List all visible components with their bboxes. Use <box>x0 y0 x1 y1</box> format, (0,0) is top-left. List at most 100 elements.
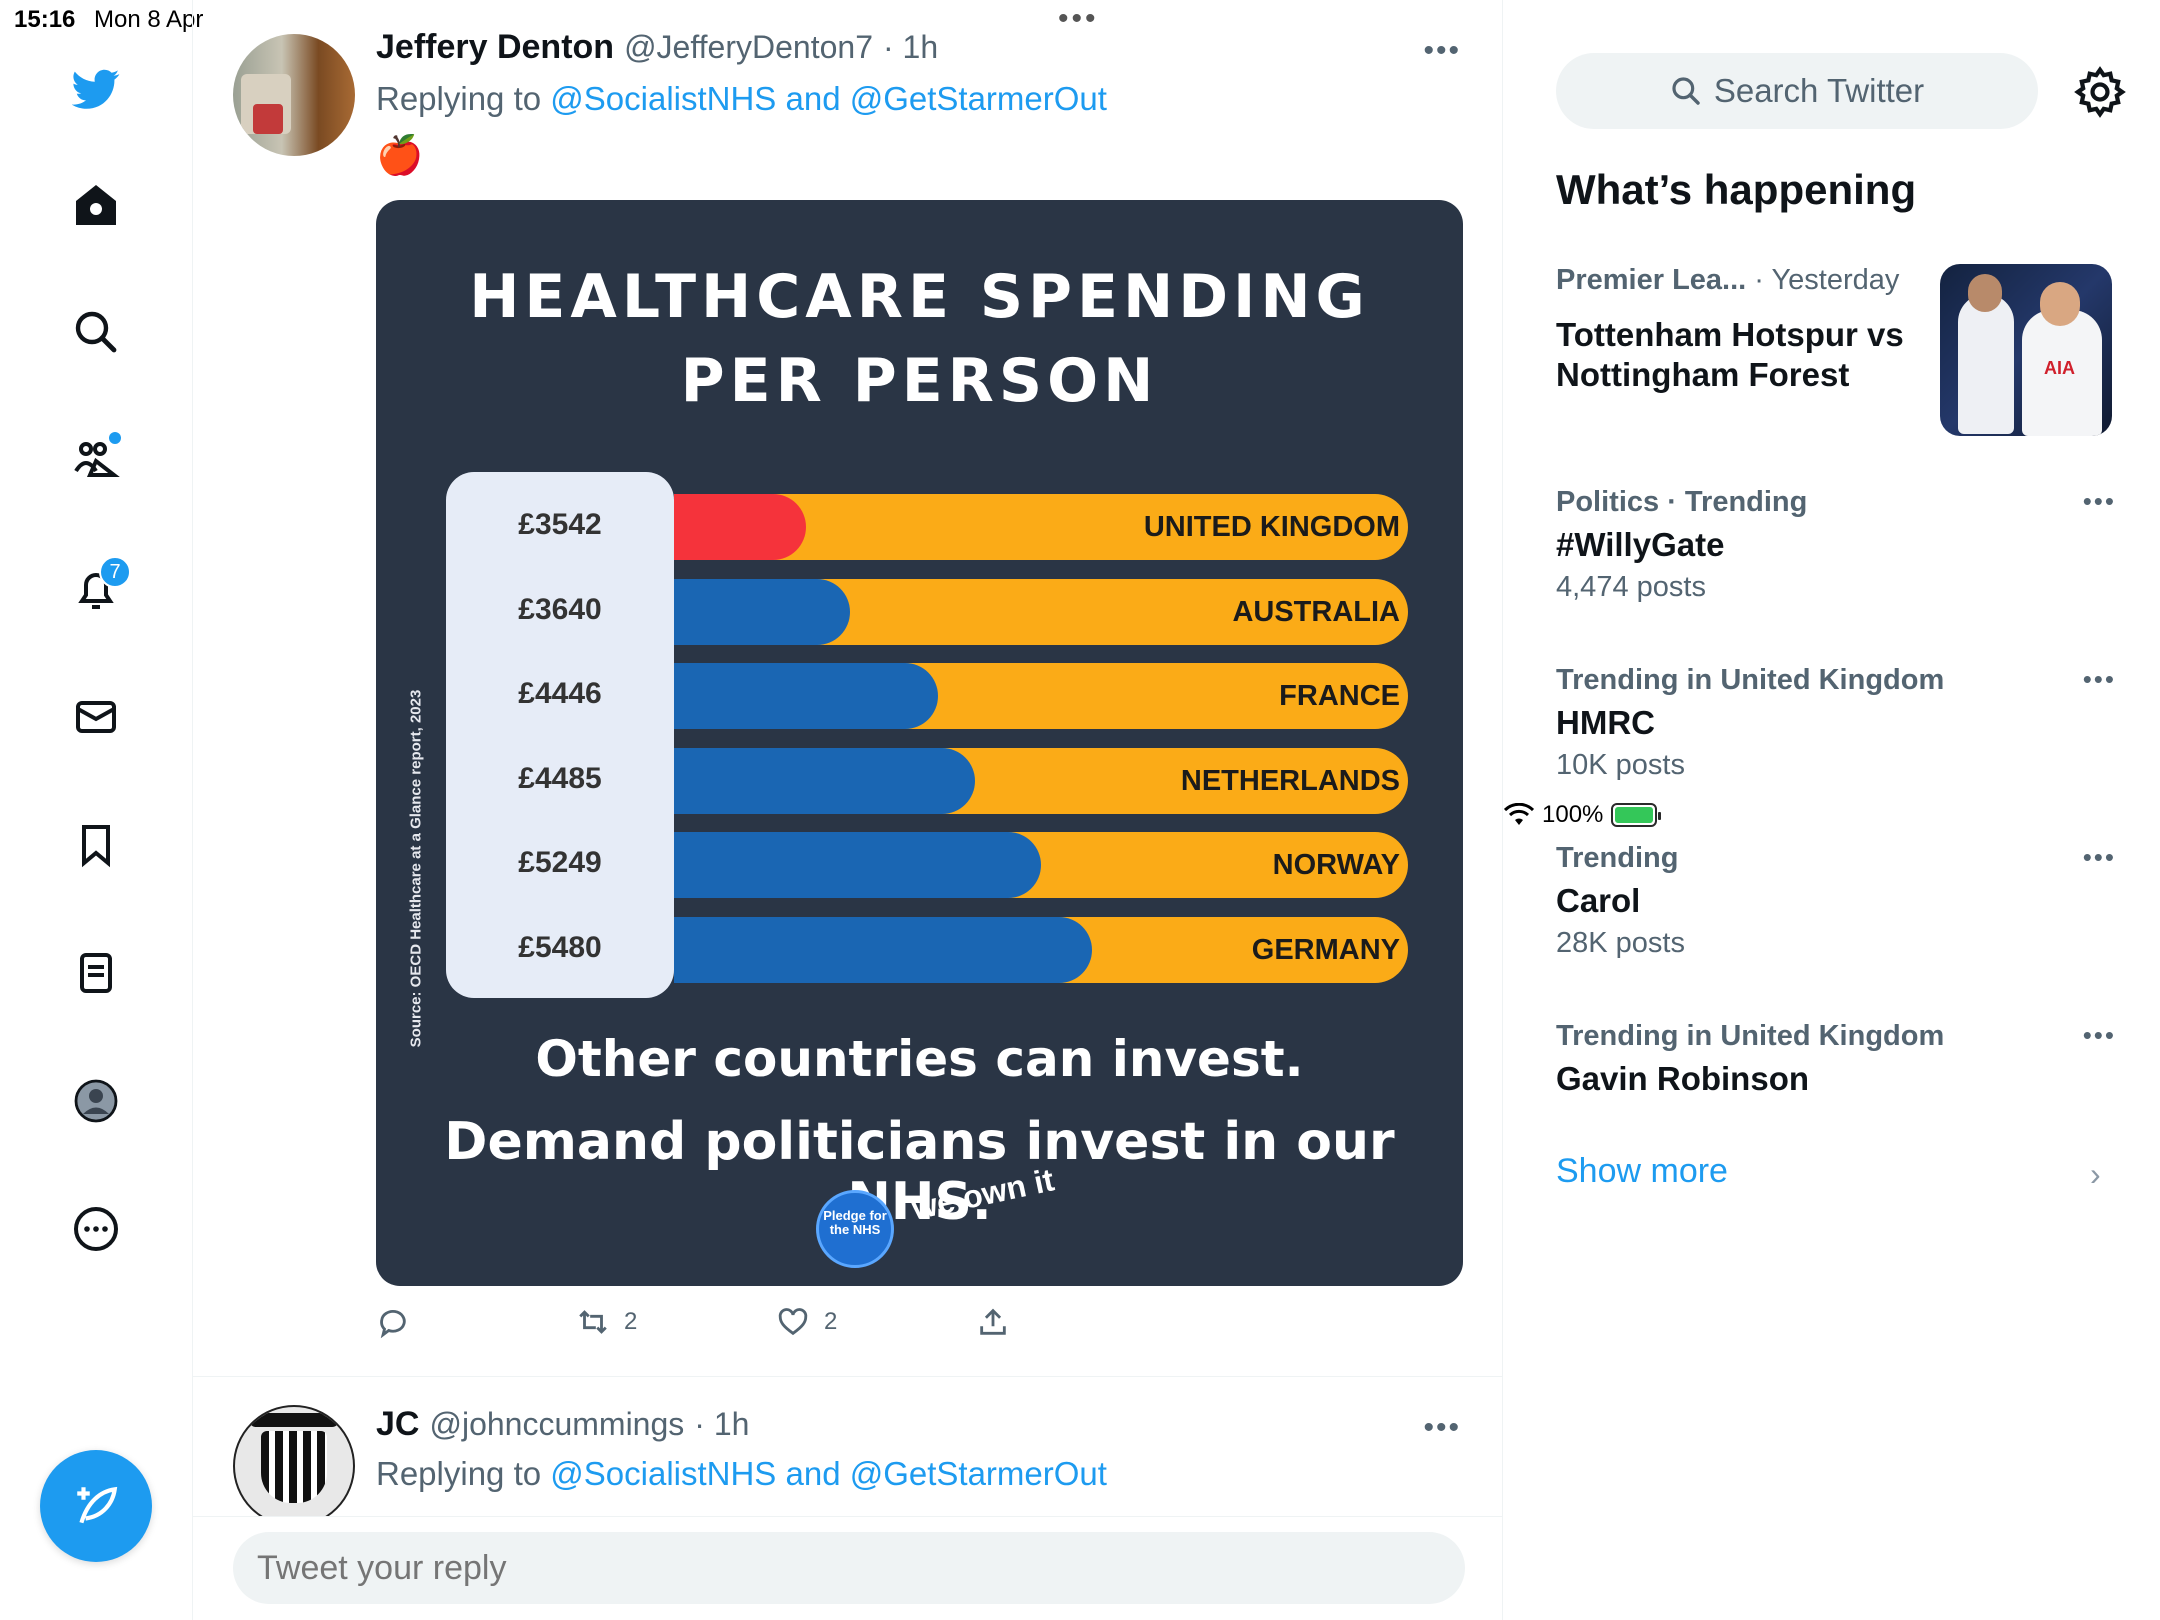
tweet-header: Jeffery Denton @JefferyDenton7 · 1h <box>376 28 938 67</box>
search-icon <box>1672 77 1700 105</box>
trend-item[interactable]: Trending in United Kingdom Gavin Robinso… <box>1556 1020 2116 1099</box>
communities-dot-badge <box>109 432 121 444</box>
bar <box>674 663 938 729</box>
tweet-header: JC @johnccummings · 1h <box>376 1405 749 1444</box>
pledge-nhs-logo: Pledge for the NHS <box>816 1190 894 1268</box>
retweet-button[interactable]: 2 <box>576 1305 637 1339</box>
more-circle-icon[interactable] <box>67 1200 125 1258</box>
heart-icon <box>778 1308 808 1336</box>
communities-icon[interactable] <box>67 430 125 488</box>
author-name[interactable]: JC <box>376 1405 420 1443</box>
trend-category: Premier Lea... <box>1556 264 1747 296</box>
reply-button[interactable] <box>376 1305 424 1339</box>
tweet-divider <box>193 1376 1502 1377</box>
lists-icon[interactable] <box>67 944 125 1002</box>
bar <box>674 494 806 560</box>
retweet-icon <box>579 1310 607 1334</box>
trend-item[interactable]: Politics · Trending #WillyGate 4,474 pos… <box>1556 486 2116 604</box>
show-more-link[interactable]: Show more <box>1556 1152 1728 1190</box>
twitter-logo-icon[interactable] <box>67 60 125 118</box>
messages-mail-icon[interactable] <box>67 688 125 746</box>
trend-count: 28K posts <box>1556 927 1685 959</box>
compose-tweet-button[interactable] <box>40 1450 152 1562</box>
explore-search-icon[interactable] <box>67 303 125 361</box>
home-icon[interactable] <box>67 176 125 234</box>
bar-track: NORWAY <box>674 832 1408 898</box>
bar-track: GERMANY <box>674 917 1408 983</box>
tweet-more-icon[interactable]: ••• <box>1423 1411 1461 1444</box>
tweet-text-emoji: 🍎 <box>376 135 424 177</box>
bar-track: AUSTRALIA <box>674 579 1408 645</box>
bar <box>674 579 850 645</box>
bar-category-label: GERMANY <box>1251 934 1400 966</box>
bar-track: NETHERLANDS <box>674 748 1408 814</box>
bar-category-label: AUSTRALIA <box>1232 596 1400 628</box>
notifications-bell-icon[interactable]: 7 <box>67 556 131 618</box>
replying-to-link[interactable]: @SocialistNHS and @GetStarmerOut <box>550 1455 1107 1492</box>
trend-count: 10K posts <box>1556 749 1685 781</box>
reply-bar <box>193 1517 1502 1620</box>
author-handle[interactable]: @JefferyDenton7 <box>624 29 873 65</box>
bar-value-label: £5249 <box>518 846 602 879</box>
trend-topic: Carol <box>1556 882 1641 919</box>
author-name[interactable]: Jeffery Denton <box>376 28 615 66</box>
tweet-image-card[interactable]: HEALTHCARE SPENDING PER PERSON Source: O… <box>376 200 1463 1286</box>
trend-count: 4,474 posts <box>1556 571 1706 603</box>
reply-bubble-icon <box>380 1309 406 1339</box>
avatar[interactable] <box>233 34 355 156</box>
bar-category-label: NETHERLANDS <box>1180 765 1400 797</box>
whats-happening-title: What’s happening <box>1556 166 1917 213</box>
bookmarks-icon[interactable] <box>67 816 125 874</box>
trend-item[interactable]: Premier Lea... · Yesterday Tottenham Hot… <box>1556 264 1936 395</box>
trend-item[interactable]: Trending in United Kingdom HMRC 10K post… <box>1556 664 2116 782</box>
bar <box>674 832 1041 898</box>
timeline: Jeffery Denton @JefferyDenton7 · 1h ••• … <box>193 0 1503 1620</box>
trend-more-icon[interactable]: ••• <box>2082 664 2116 694</box>
bar-value-label: £3640 <box>518 593 602 626</box>
trend-category: Politics · Trending <box>1556 486 1808 518</box>
battery-icon <box>1611 803 1662 827</box>
trend-category: Trending in United Kingdom <box>1556 1020 1945 1052</box>
replying-prefix: Replying to <box>376 1455 551 1492</box>
replying-to: Replying to @SocialistNHS and @GetStarme… <box>376 80 1107 118</box>
tweet-time: · 1h <box>694 1406 750 1442</box>
status-bar: 15:16 Mon 8 Apr ••• 100% <box>0 0 2160 828</box>
retweet-count: 2 <box>624 1308 638 1335</box>
avatar[interactable] <box>233 1405 355 1527</box>
trend-more-icon[interactable]: ••• <box>2082 1020 2116 1050</box>
settings-gear-icon[interactable] <box>2072 64 2128 120</box>
share-button[interactable] <box>976 1305 1010 1339</box>
bar-value-label: £3542 <box>518 508 602 541</box>
multitask-dots-icon[interactable]: ••• <box>1058 2 1099 35</box>
profile-avatar-icon[interactable] <box>67 1072 125 1130</box>
trend-context: · Yesterday <box>1746 264 1900 296</box>
bar-value-label: £4485 <box>518 762 602 795</box>
tweet-time: · 1h <box>882 29 939 65</box>
bar-category-label: UNITED KINGDOM <box>1143 511 1400 543</box>
bar-category-label: NORWAY <box>1272 849 1400 881</box>
search-placeholder: Search Twitter <box>1713 72 1925 109</box>
battery-percent: 100% <box>1542 801 1604 828</box>
search-input[interactable]: Search Twitter <box>1556 53 2038 129</box>
bar-category-label: FRANCE <box>1279 680 1400 712</box>
share-upload-icon <box>980 1308 1006 1335</box>
replying-to-link[interactable]: @SocialistNHS and @GetStarmerOut <box>550 80 1107 117</box>
bar-value-label: £5480 <box>518 931 602 964</box>
author-handle[interactable]: @johnccummings <box>429 1406 685 1442</box>
trend-category: Trending <box>1556 842 1679 874</box>
chevron-right-icon[interactable]: › <box>2090 1156 2101 1192</box>
cta-line1: Other countries can invest. <box>535 1030 1304 1088</box>
tweet-reply-input[interactable] <box>233 1532 1465 1604</box>
like-button[interactable]: 2 <box>776 1305 837 1339</box>
trend-item[interactable]: Trending Carol 28K posts ••• <box>1556 842 2116 960</box>
trend-thumbnail-image[interactable]: AIA <box>1940 264 2112 436</box>
chart-title-line2: PER PERSON <box>680 346 1159 416</box>
trend-topic: Tottenham Hotspur vs Nottingham Forest <box>1556 316 1904 393</box>
replying-to: Replying to @SocialistNHS and @GetStarme… <box>376 1455 1107 1493</box>
tweet-more-icon[interactable]: ••• <box>1423 34 1461 67</box>
chart-title-line1: HEALTHCARE SPENDING <box>469 262 1370 332</box>
left-nav: 7 <box>0 0 193 1620</box>
trend-more-icon[interactable]: ••• <box>2082 486 2116 516</box>
trend-more-icon[interactable]: ••• <box>2082 842 2116 872</box>
tweet-actions: 2 2 <box>376 1305 1276 1345</box>
